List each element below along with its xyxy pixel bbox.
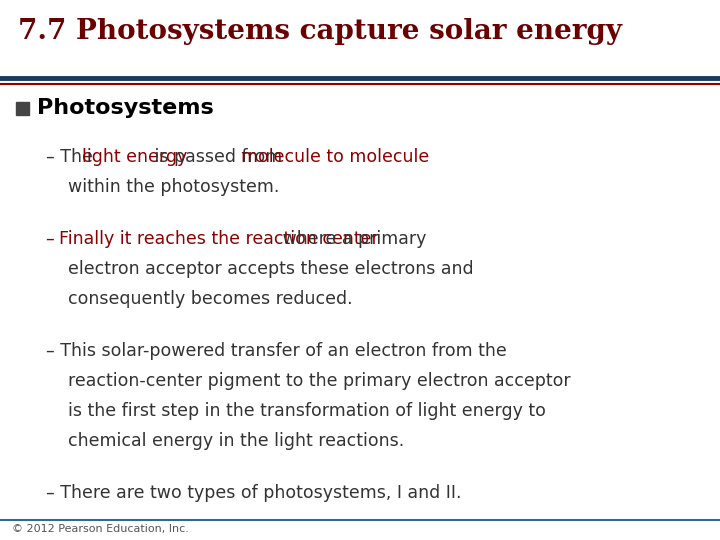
Text: – There are two types of photosystems, I and II.: – There are two types of photosystems, I… [46,484,462,502]
Text: reaction-center pigment to the primary electron acceptor: reaction-center pigment to the primary e… [68,372,571,390]
Text: chemical energy in the light reactions.: chemical energy in the light reactions. [68,432,404,450]
Text: is passed from: is passed from [149,148,288,166]
Text: – This solar-powered transfer of an electron from the: – This solar-powered transfer of an elec… [46,342,507,360]
Text: 7.7 Photosystems capture solar energy: 7.7 Photosystems capture solar energy [18,18,622,45]
Text: light energy: light energy [82,148,187,166]
Text: electron acceptor accepts these electrons and: electron acceptor accepts these electron… [68,260,474,278]
Text: Finally it reaches the reaction center: Finally it reaches the reaction center [59,230,379,248]
Text: – The: – The [46,148,99,166]
Text: within the photosystem.: within the photosystem. [68,178,279,196]
Text: where a primary: where a primary [277,230,426,248]
Bar [16,102,29,114]
Text: is the first step in the transformation of light energy to: is the first step in the transformation … [68,402,546,420]
Text: © 2012 Pearson Education, Inc.: © 2012 Pearson Education, Inc. [12,524,189,534]
Text: Photosystems: Photosystems [37,98,214,118]
Text: molecule to molecule: molecule to molecule [241,148,429,166]
Text: consequently becomes reduced.: consequently becomes reduced. [68,290,353,308]
Text: –: – [46,230,60,248]
